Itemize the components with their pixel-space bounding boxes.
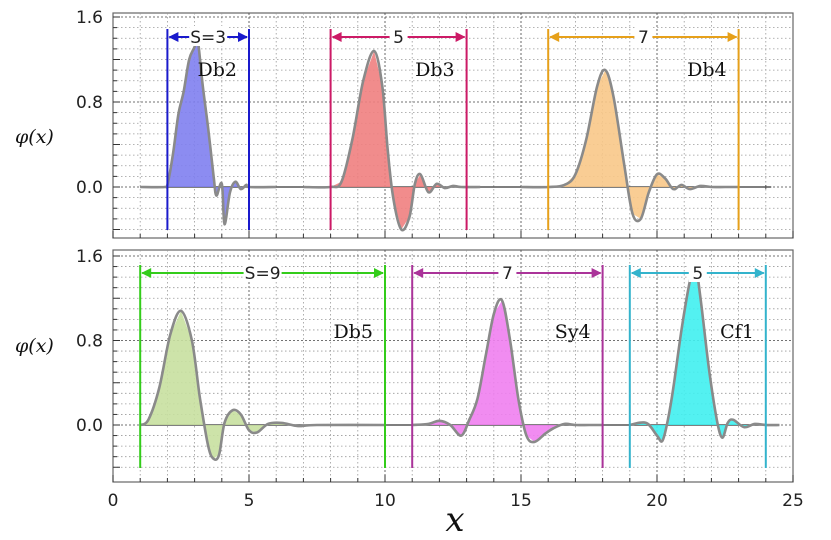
top-panel: S=3 Db2 5 Db3 7 Db4 xyxy=(112,12,794,239)
plot-frame xyxy=(112,249,794,483)
support-label: 7 xyxy=(638,28,649,48)
support-label-bg xyxy=(243,262,282,282)
wavelet-name-label: Db4 xyxy=(687,59,726,81)
wavelet-db4: 7 Db4 xyxy=(520,26,740,230)
x-axis-label: x xyxy=(445,500,464,540)
wavelet-sy4: 7 Sy4 xyxy=(411,262,604,468)
support-arrow-head-right xyxy=(754,268,765,278)
support-label: 7 xyxy=(502,264,513,284)
wavelet-curve xyxy=(140,33,277,226)
wavelet-curve xyxy=(412,298,603,444)
y-tick-label: 0.0 xyxy=(76,416,103,436)
wavelet-curve xyxy=(520,68,739,223)
wavelet-db3: 5 Db3 xyxy=(303,26,481,232)
wavelet-name-label: Db3 xyxy=(415,59,454,81)
wavelet-fill-area xyxy=(521,70,739,219)
wavelet-fill-area xyxy=(412,300,603,442)
wavelet-curve xyxy=(303,49,481,232)
support-label-bg xyxy=(189,26,228,46)
wavelet-cf1: 5 Cf1 xyxy=(628,262,780,468)
wavelet-name-label: Db2 xyxy=(198,59,237,81)
support-arrow-head-left xyxy=(331,32,342,42)
support-arrow-head-left xyxy=(630,268,641,278)
support-arrow-head-right xyxy=(591,268,602,278)
x-tick-label: 0 xyxy=(108,491,119,511)
wavelet-curve xyxy=(139,309,386,461)
support-label: S=3 xyxy=(190,28,226,48)
support-arrow-head-right xyxy=(455,32,466,42)
wavelet-db5: S=9 Db5 xyxy=(139,262,386,468)
wavelet-curve xyxy=(629,262,780,443)
support-arrow-head-left xyxy=(141,268,152,278)
x-tick-label: 10 xyxy=(374,491,396,511)
support-label-bg xyxy=(389,26,408,46)
support-label: S=9 xyxy=(245,264,281,284)
x-tick-label: 15 xyxy=(510,491,532,511)
wavelet-db2: S=3 Db2 xyxy=(140,26,277,230)
x-tick-label: 5 xyxy=(244,491,255,511)
y-axis-label: φ(x) xyxy=(15,335,54,357)
x-tick-label: 25 xyxy=(782,491,804,511)
support-label: 5 xyxy=(393,28,404,48)
support-arrow-head-right xyxy=(238,32,248,42)
wavelet-name-label: Db5 xyxy=(334,321,373,343)
support-label: 5 xyxy=(692,264,703,284)
support-label-bg xyxy=(688,262,707,282)
x-tick-label: 20 xyxy=(646,491,668,511)
y-tick-label: 0.8 xyxy=(76,332,103,352)
support-arrow-head-left xyxy=(168,32,179,42)
support-arrow-head-right xyxy=(727,32,738,42)
support-arrow-head-left xyxy=(413,268,424,278)
wavelet-name-label: Sy4 xyxy=(555,321,591,343)
y-tick-label: 1.6 xyxy=(76,8,103,28)
wavelet-fill-area xyxy=(140,310,385,459)
support-label-bg xyxy=(498,262,517,282)
bottom-panel: S=9 Db5 7 Sy4 5 Cf1 xyxy=(112,249,794,483)
wavelet-name-label: Cf1 xyxy=(720,321,754,343)
y-tick-label: 0.8 xyxy=(76,93,103,113)
y-axis-label: φ(x) xyxy=(15,126,54,148)
support-arrow-head-right xyxy=(374,268,384,278)
axes-text: 1.6 0.8 0.0 φ(x) 1.6 0.8 0.0 φ(x) 0 5 10 15 20 25 x xyxy=(15,8,804,540)
support-arrow-head-left xyxy=(549,32,560,42)
support-label-bg xyxy=(634,26,653,46)
y-tick-label: 0.0 xyxy=(76,178,103,198)
y-tick-label: 1.6 xyxy=(76,247,103,267)
wavelet-fill-area xyxy=(629,264,780,441)
